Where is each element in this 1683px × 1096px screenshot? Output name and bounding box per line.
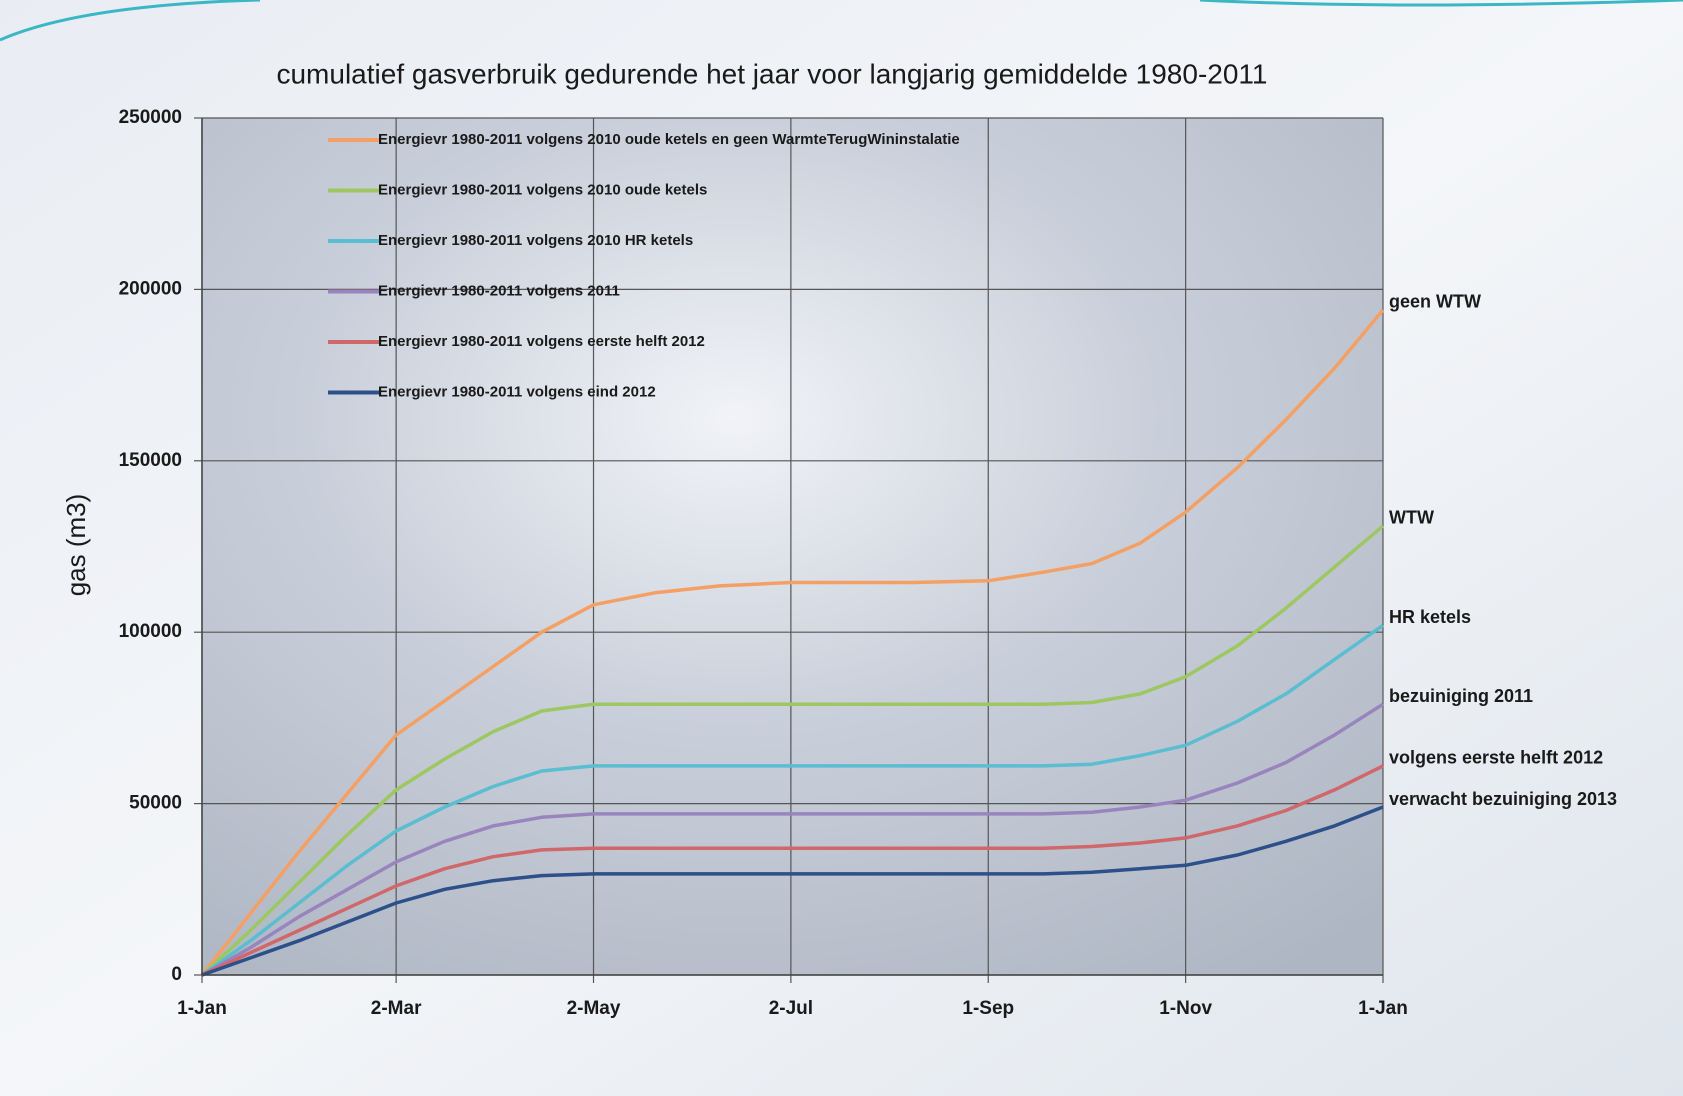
decoration	[0, 0, 261, 42]
series-line	[201, 702, 1384, 977]
y-tick-label: 0	[171, 964, 182, 985]
end-label: volgens eerste helft 2012	[1389, 748, 1603, 768]
x-tick-label: 2-Jul	[769, 998, 813, 1019]
legend-label: Energievr 1980-2011 volgens 2010 oude ke…	[378, 131, 960, 148]
legend-label: Energievr 1980-2011 volgens 2010 oude ke…	[378, 181, 707, 198]
end-label: HR ketels	[1389, 607, 1471, 627]
end-label: verwacht bezuiniging 2013	[1389, 789, 1617, 809]
x-tick-label: 2-Mar	[371, 998, 422, 1019]
x-tick-label: 1-Jan	[1358, 998, 1408, 1019]
series-line	[201, 805, 1384, 977]
chart-title: cumulatief gasverbruik gedurende het jaa…	[276, 58, 1267, 89]
legend-label: Energievr 1980-2011 volgens eerste helft…	[378, 333, 705, 350]
series-line	[201, 764, 1384, 977]
y-axis-label: gas (m3)	[61, 494, 91, 597]
series-line	[200, 308, 1385, 977]
y-tick-label: 50000	[129, 793, 182, 814]
x-tick-label: 2-May	[567, 998, 621, 1019]
legend-label: Energievr 1980-2011 volgens eind 2012	[378, 383, 656, 400]
end-label: bezuiniging 2011	[1389, 686, 1533, 706]
y-tick-label: 100000	[119, 621, 182, 642]
series-line	[200, 623, 1385, 977]
y-tick-label: 150000	[119, 450, 182, 471]
x-tick-label: 1-Nov	[1159, 998, 1212, 1019]
series-line	[200, 524, 1385, 977]
x-tick-label: 1-Sep	[962, 998, 1014, 1019]
end-label: geen WTW	[1389, 292, 1481, 312]
legend-label: Energievr 1980-2011 volgens 2010 HR kete…	[378, 232, 693, 249]
end-label: WTW	[1389, 508, 1434, 528]
x-tick-label: 1-Jan	[177, 998, 227, 1019]
decoration	[1199, 0, 1683, 7]
legend-label: Energievr 1980-2011 volgens 2011	[378, 282, 620, 299]
y-tick-label: 200000	[119, 278, 182, 299]
y-tick-label: 250000	[119, 107, 182, 128]
